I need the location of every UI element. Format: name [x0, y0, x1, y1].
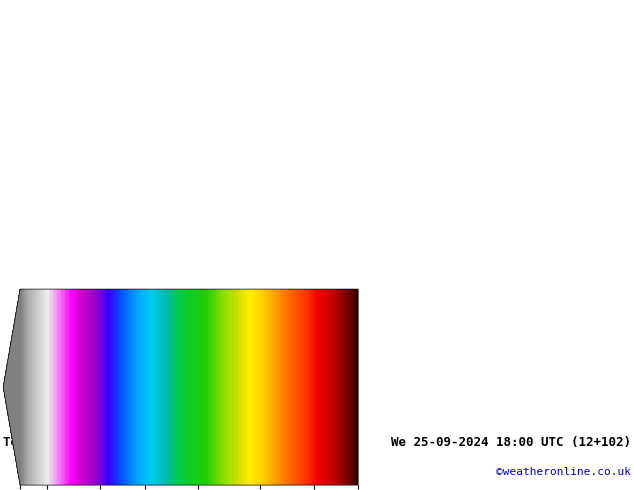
Text: We 25-09-2024 18:00 UTC (12+102): We 25-09-2024 18:00 UTC (12+102): [391, 436, 631, 449]
Text: Temperature (2m) [°C] ECMWF: Temperature (2m) [°C] ECMWF: [3, 436, 205, 449]
PathPatch shape: [3, 289, 20, 485]
Text: ©weatheronline.co.uk: ©weatheronline.co.uk: [496, 467, 631, 477]
